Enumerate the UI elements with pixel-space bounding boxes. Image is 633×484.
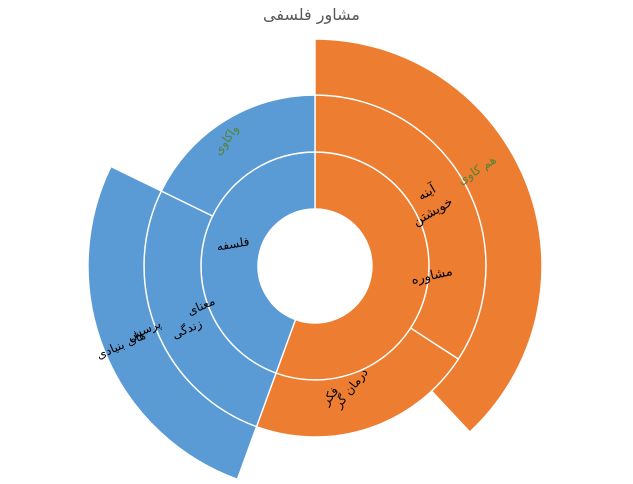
segment-hamkavi[interactable] bbox=[314, 38, 543, 433]
chart-title: مشاور فلسفی bbox=[263, 5, 360, 24]
label-falsafe: فلسفه bbox=[216, 234, 251, 254]
segment-porsesh-haye-bonyadi[interactable] bbox=[87, 165, 258, 481]
